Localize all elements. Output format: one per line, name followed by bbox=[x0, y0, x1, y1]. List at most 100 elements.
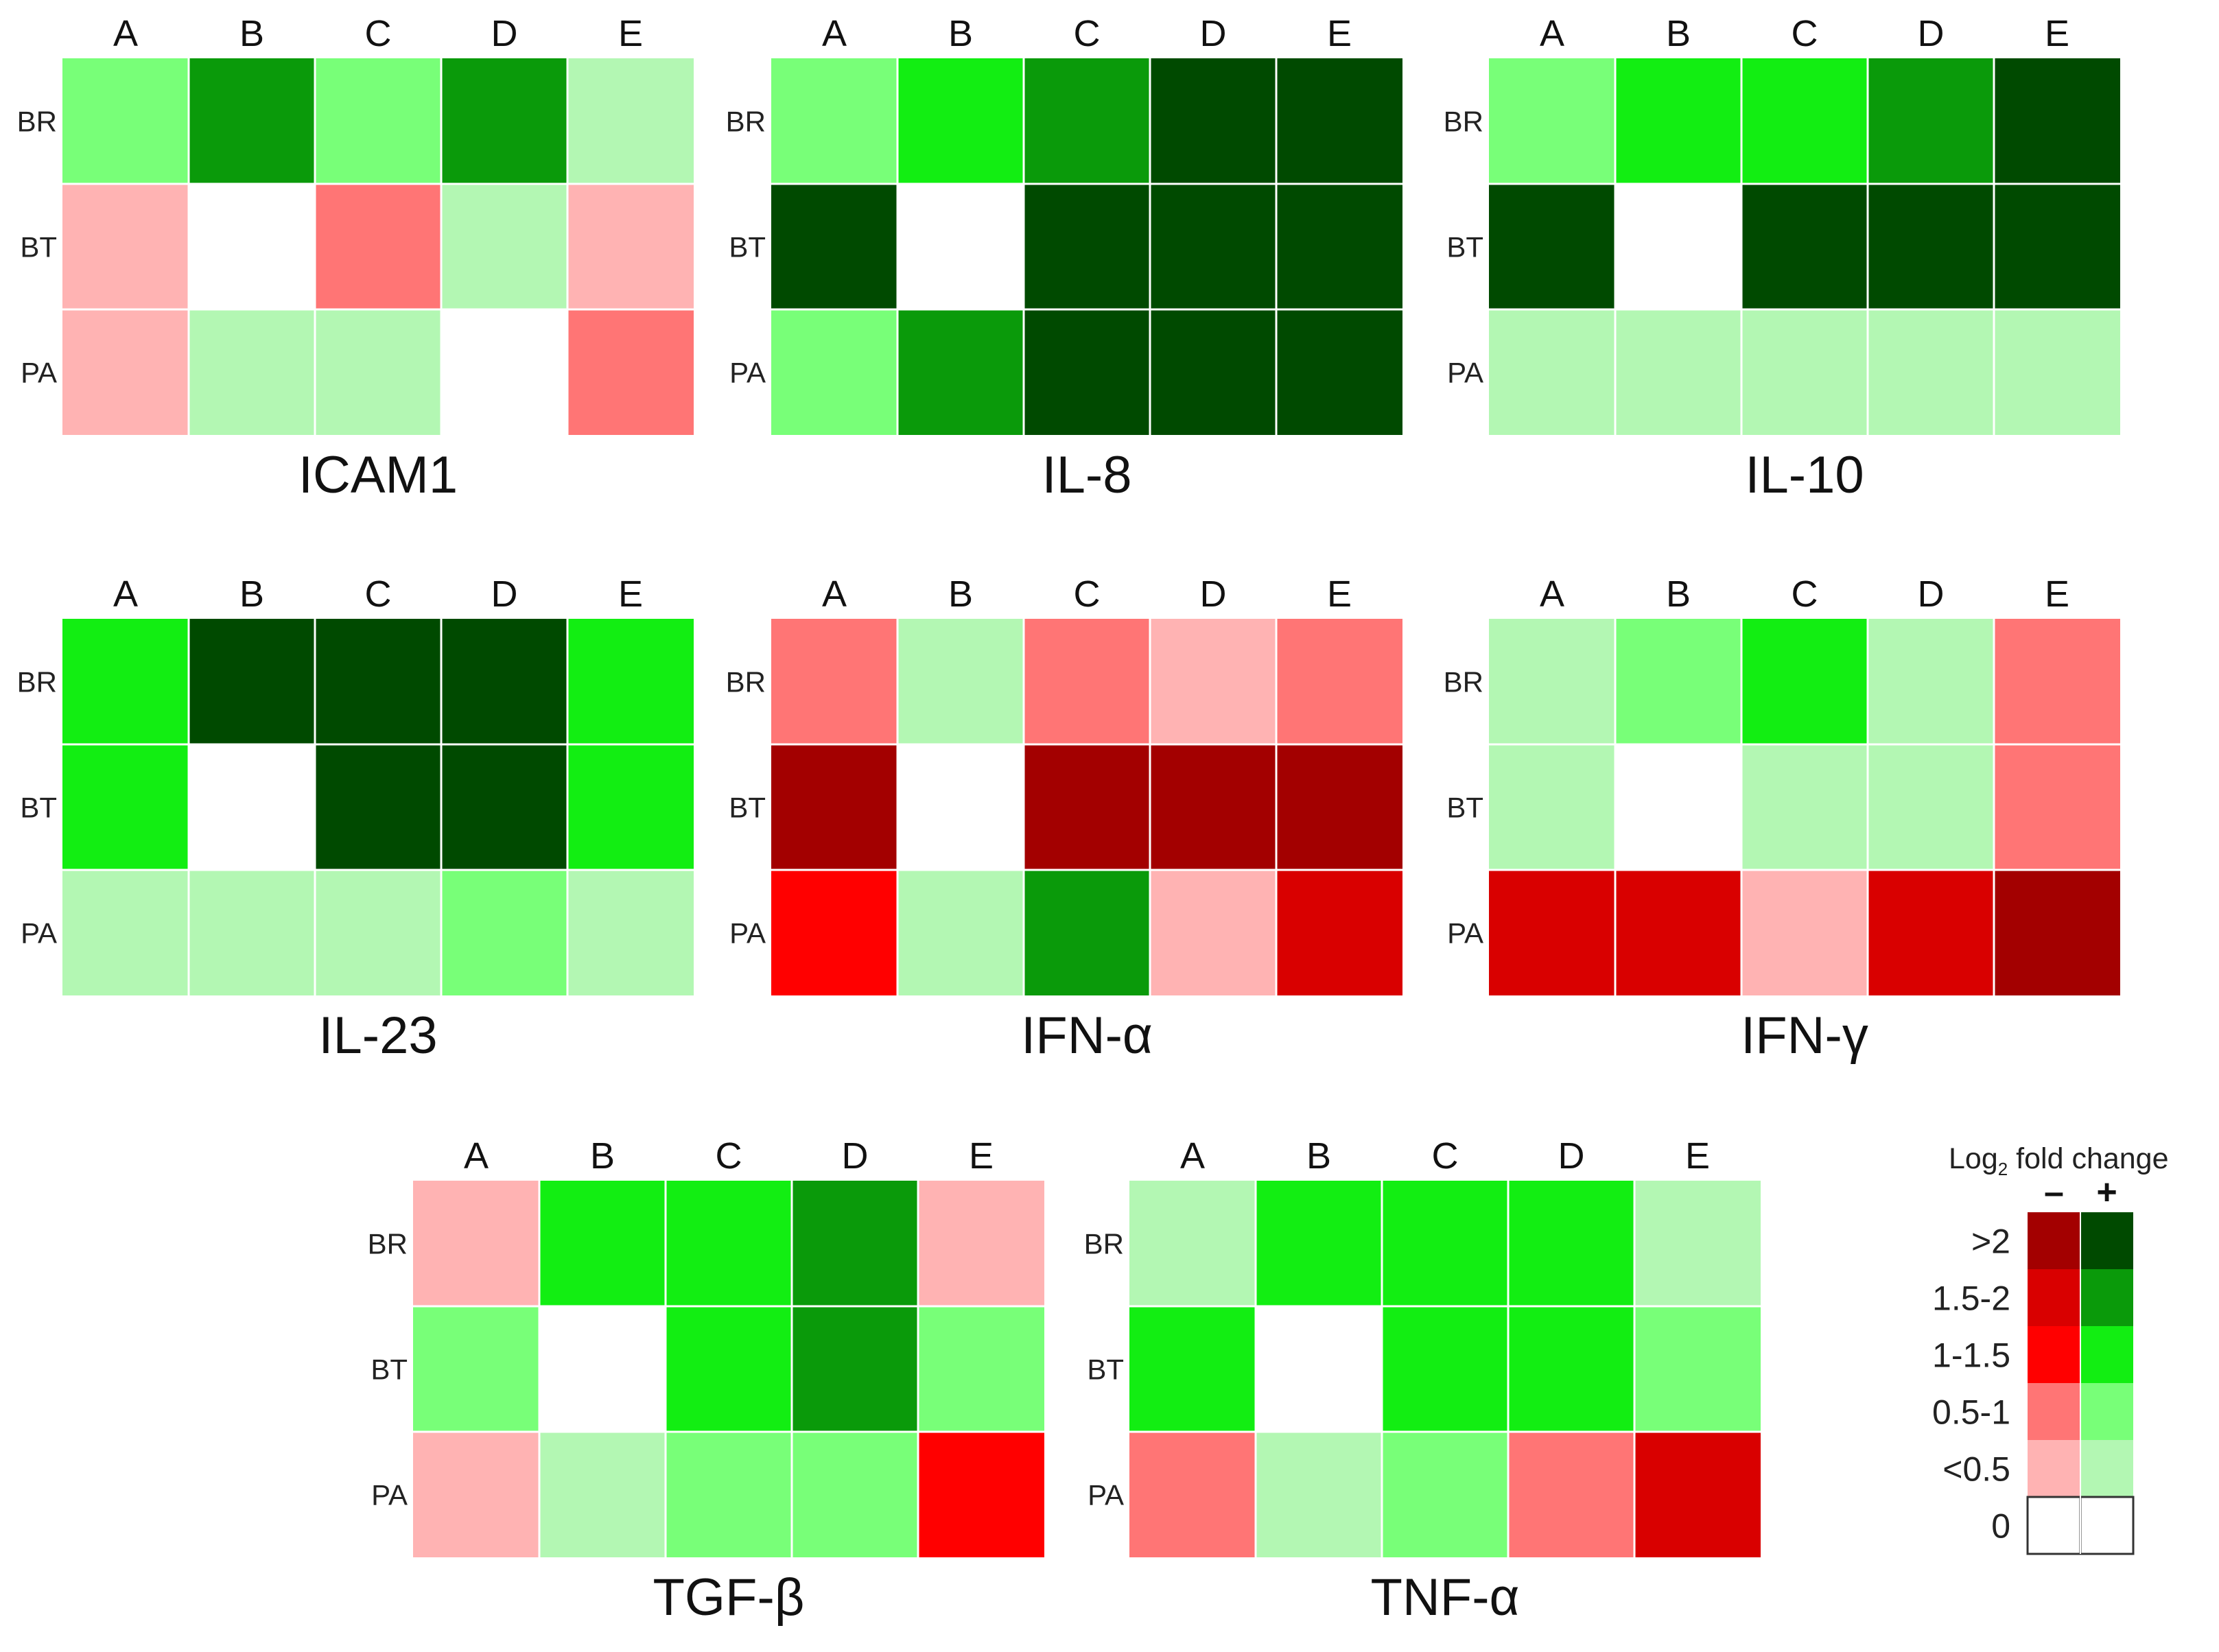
column-label: C bbox=[1074, 13, 1101, 54]
cell-icam1-br-d bbox=[441, 58, 567, 184]
cell-ifn-br-a bbox=[771, 619, 897, 744]
column-label: E bbox=[1685, 1135, 1710, 1177]
cell-il-10-bt-c bbox=[1741, 184, 1868, 309]
cell-ifn-pa-b bbox=[897, 870, 1024, 995]
cell-ifn-pa-b bbox=[1615, 870, 1741, 995]
cell-ifn-br-d bbox=[1868, 619, 1994, 744]
cell-tgf-br-d bbox=[792, 1181, 918, 1306]
row-label: PA bbox=[21, 357, 57, 389]
cell-ifn-pa-d bbox=[1868, 870, 1994, 995]
cell-tgf-bt-c bbox=[666, 1306, 792, 1432]
cell-icam1-pa-b bbox=[189, 309, 315, 435]
cell-icam1-bt-c bbox=[315, 184, 441, 309]
cell-il-8-br-b bbox=[897, 58, 1024, 184]
row-label: BR bbox=[1444, 666, 1483, 698]
cell-ifn-bt-d bbox=[1150, 744, 1276, 870]
cell-ifn-br-b bbox=[1615, 619, 1741, 744]
column-label: D bbox=[1918, 13, 1945, 54]
cell-il-8-bt-b bbox=[897, 184, 1024, 309]
cell-il-10-bt-b bbox=[1615, 184, 1741, 309]
cell-il-8-pa-d bbox=[1150, 309, 1276, 435]
cell-tgf-bt-e bbox=[918, 1306, 1044, 1432]
panel-title: IFN-α bbox=[1021, 1006, 1153, 1065]
row-label: BR bbox=[1084, 1228, 1124, 1260]
column-label: A bbox=[113, 13, 138, 54]
legend-swatch-negative bbox=[2026, 1496, 2082, 1555]
cell-il-10-br-e bbox=[1994, 58, 2120, 184]
row-label: BR bbox=[17, 666, 57, 698]
cell-il-8-pa-b bbox=[897, 309, 1024, 435]
cell-tnf-bt-c bbox=[1382, 1306, 1508, 1432]
cell-ifn-br-a bbox=[1489, 619, 1615, 744]
cell-ifn-pa-d bbox=[1150, 870, 1276, 995]
row-label: PA bbox=[21, 917, 57, 949]
cell-il-8-br-a bbox=[771, 58, 897, 184]
cell-il-8-pa-c bbox=[1024, 309, 1150, 435]
legend-swatch-negative bbox=[2028, 1269, 2080, 1326]
column-label: B bbox=[239, 574, 264, 615]
cell-il-10-br-c bbox=[1741, 58, 1868, 184]
column-label: A bbox=[822, 13, 847, 54]
cell-tnf-pa-c bbox=[1382, 1432, 1508, 1557]
cell-tgf-pa-c bbox=[666, 1432, 792, 1557]
cell-tnf-pa-e bbox=[1634, 1432, 1761, 1557]
column-label: D bbox=[1200, 574, 1227, 615]
panel-tnf: A B C D E BR BT PA TNF-α bbox=[1084, 1135, 1761, 1627]
cell-il-23-pa-e bbox=[567, 870, 694, 995]
row-label: BT bbox=[1087, 1354, 1124, 1386]
row-label: BR bbox=[17, 106, 57, 138]
cell-il-23-br-b bbox=[189, 619, 315, 744]
cell-tgf-br-e bbox=[918, 1181, 1044, 1306]
row-label: PA bbox=[1447, 917, 1483, 949]
cell-tnf-bt-a bbox=[1129, 1306, 1256, 1432]
cell-tgf-br-c bbox=[666, 1181, 792, 1306]
cell-ifn-pa-c bbox=[1741, 870, 1868, 995]
row-label: BT bbox=[371, 1354, 408, 1386]
legend-category-label: >2 bbox=[1971, 1223, 2010, 1261]
cell-il-23-bt-a bbox=[62, 744, 189, 870]
panel-il-23: A B C D E BR BT PA IL-23 bbox=[17, 574, 694, 1065]
column-label: E bbox=[969, 1135, 994, 1177]
cell-tgf-pa-a bbox=[413, 1432, 539, 1557]
column-label: E bbox=[2045, 13, 2069, 54]
column-label: A bbox=[822, 574, 847, 615]
cell-ifn-bt-d bbox=[1868, 744, 1994, 870]
row-label: PA bbox=[729, 917, 766, 949]
legend-category-label: 0.5-1 bbox=[1932, 1393, 2010, 1432]
cell-il-23-bt-e bbox=[567, 744, 694, 870]
row-label: BR bbox=[726, 106, 766, 138]
row-label: BT bbox=[729, 792, 766, 824]
row-label: BR bbox=[1444, 106, 1483, 138]
cell-icam1-pa-d bbox=[441, 309, 567, 435]
cell-tgf-pa-b bbox=[539, 1432, 666, 1557]
row-label: PA bbox=[1088, 1479, 1124, 1511]
cell-il-23-br-d bbox=[441, 619, 567, 744]
column-label: D bbox=[1558, 1135, 1585, 1177]
cell-icam1-bt-d bbox=[441, 184, 567, 309]
legend-negative-symbol: – bbox=[2044, 1172, 2064, 1212]
cell-il-23-br-a bbox=[62, 619, 189, 744]
cell-il-10-pa-b bbox=[1615, 309, 1741, 435]
panel-icam1: A B C D E BR BT PA ICAM1 bbox=[17, 13, 694, 504]
cell-il-23-br-e bbox=[567, 619, 694, 744]
cell-ifn-bt-a bbox=[1489, 744, 1615, 870]
legend-title: Log2 fold change bbox=[1949, 1142, 2169, 1179]
column-label: B bbox=[1666, 574, 1691, 615]
cell-il-23-br-c bbox=[315, 619, 441, 744]
panel-title: IL-23 bbox=[318, 1006, 437, 1065]
row-label: PA bbox=[729, 357, 766, 389]
cell-ifn-br-b bbox=[897, 619, 1024, 744]
cell-icam1-br-a bbox=[62, 58, 189, 184]
cell-il-10-br-d bbox=[1868, 58, 1994, 184]
cell-tnf-bt-e bbox=[1634, 1306, 1761, 1432]
column-label: C bbox=[1074, 574, 1101, 615]
cell-ifn-br-e bbox=[1994, 619, 2120, 744]
cell-tgf-br-b bbox=[539, 1181, 666, 1306]
cell-icam1-pa-c bbox=[315, 309, 441, 435]
panel-il-8: A B C D E BR BT PA IL-8 bbox=[726, 13, 1402, 504]
cell-icam1-pa-a bbox=[62, 309, 189, 435]
cell-icam1-bt-a bbox=[62, 184, 189, 309]
cell-ifn-bt-c bbox=[1024, 744, 1150, 870]
row-label: PA bbox=[371, 1479, 408, 1511]
cell-il-8-pa-a bbox=[771, 309, 897, 435]
